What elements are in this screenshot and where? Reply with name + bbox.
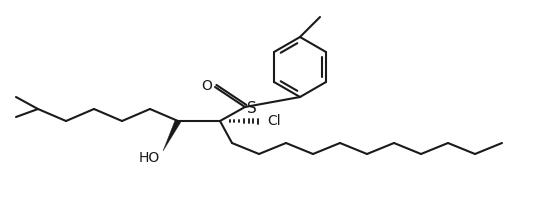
Text: O: O [201,79,213,93]
Polygon shape [163,120,180,151]
Text: HO: HO [139,150,159,164]
Text: Cl: Cl [267,113,281,127]
Text: S: S [247,101,257,116]
